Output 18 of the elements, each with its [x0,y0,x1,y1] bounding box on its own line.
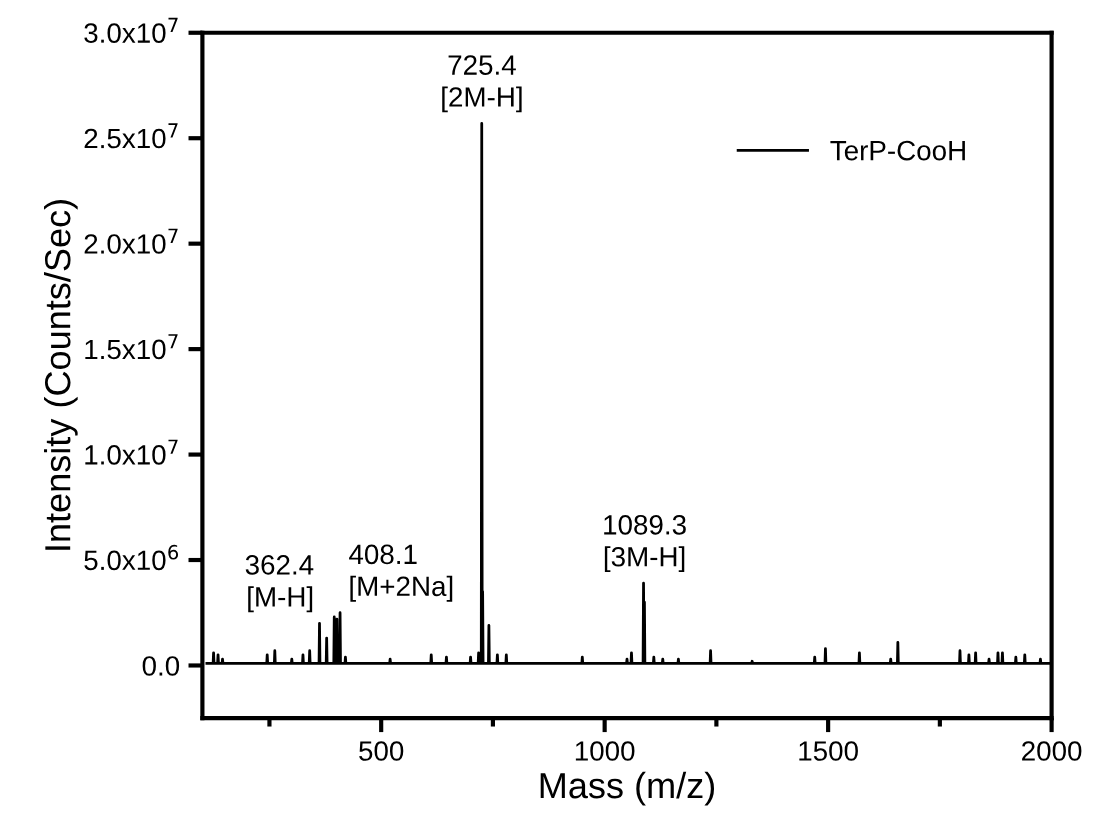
annotation: 408.1 [M+2Na] [349,544,453,602]
y-tick-label: 3.0x10$^{7}$ [84,17,178,43]
y-tick-label: 1.0x10$^{7}$ [85,439,178,465]
y-tick-label: 2.0x10$^{7}$ [84,228,178,254]
x-axis-title: Mass (m/z) [540,771,715,806]
x-tick-label: 500 [359,741,404,761]
x-tick-label: 1000 [575,741,635,761]
y-tick-label: 2.5x10$^{7}$ [84,123,178,149]
x-tick-label: 1500 [799,741,858,761]
annotation: 362.4 [M-H] [245,555,314,613]
legend-label: TerP-CooH [830,140,965,161]
y-tick-label: 5.0x10$^{6}$ [84,544,179,571]
y-axis-title: Intensity (Counts/Sec) [44,200,78,550]
y-tick-label: 1.5x10$^{7}$ [85,334,178,360]
x-tick-label: 2000 [1022,741,1082,761]
annotation: 725.4 [2M-H] [442,55,522,113]
y-tick-label: 0.0 [142,656,180,676]
annotation: 1089.3 [3M-H] [604,515,686,573]
